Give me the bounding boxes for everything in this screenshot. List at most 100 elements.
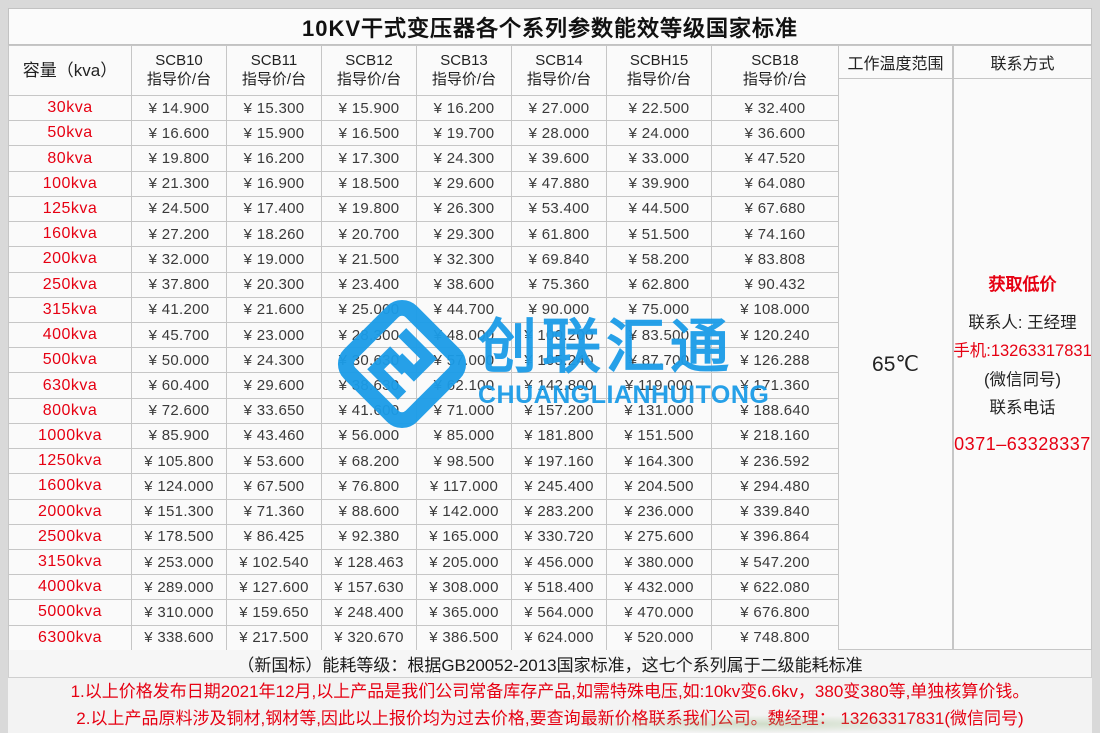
price-cell: ¥ 56.000 [321, 422, 417, 450]
capacity-cell: 1600kva [8, 473, 132, 500]
price-cell: ¥ 21.500 [321, 246, 417, 273]
contact-header: 联系方式 [953, 45, 1092, 79]
price-cell: ¥ 18.500 [321, 170, 417, 197]
price-cell: ¥ 188.640 [711, 397, 839, 424]
series-column-header-scbh15: SCBH15 指导价/台 [606, 45, 712, 96]
price-cell: ¥ 53.400 [511, 195, 607, 223]
price-cell: ¥ 518.400 [511, 574, 607, 601]
table-row: 500kva ¥ 50.000 ¥ 24.300 ¥ 30.630 ¥ 57.000 ¥ … [8, 347, 839, 374]
capacity-column-header: 容量（kva） [8, 45, 132, 96]
price-cell: ¥ 88.600 [321, 498, 417, 525]
price-cell: ¥ 39.900 [606, 170, 712, 197]
price-cell: ¥ 386.500 [416, 624, 512, 651]
table-row: 4000kva ¥ 289.000 ¥ 127.600 ¥ 157.630 ¥ 308.… [8, 574, 839, 601]
temperature-value: 65℃ [872, 352, 919, 376]
price-cell: ¥ 310.000 [131, 599, 227, 626]
price-cell: ¥ 29.600 [416, 170, 512, 197]
price-cell: ¥ 45.700 [131, 321, 227, 349]
table-row: 5000kva ¥ 310.000 ¥ 159.650 ¥ 248.400 ¥ 365.… [8, 599, 839, 626]
temperature-header: 工作温度范围 [838, 45, 953, 79]
price-cell: ¥ 30.630 [321, 347, 417, 374]
price-cell: ¥ 165.000 [416, 523, 512, 550]
price-cell: ¥ 60.400 [131, 372, 227, 399]
table-row: 315kva ¥ 41.200 ¥ 21.600 ¥ 25.000 ¥ 44.700 ¥ … [8, 296, 839, 323]
capacity-cell: 50kva [8, 120, 132, 147]
price-cell: ¥ 92.380 [321, 523, 417, 550]
price-cell: ¥ 62.100 [416, 372, 512, 399]
price-cell: ¥ 74.160 [711, 221, 839, 248]
price-cell: ¥ 102.540 [226, 548, 322, 576]
table-row: 200kva ¥ 32.000 ¥ 19.000 ¥ 21.500 ¥ 32.300 ¥ … [8, 246, 839, 273]
table-row: 630kva ¥ 60.400 ¥ 29.600 ¥ 38.630 ¥ 62.100 ¥ … [8, 372, 839, 399]
table-row: 800kva ¥ 72.600 ¥ 33.650 ¥ 41.600 ¥ 71.000 ¥ … [8, 397, 839, 424]
price-cell: ¥ 33.650 [226, 397, 322, 424]
table-row: 1600kva ¥ 124.000 ¥ 67.500 ¥ 76.800 ¥ 117.00… [8, 473, 839, 500]
capacity-cell: 800kva [8, 397, 132, 424]
price-cell: ¥ 50.000 [131, 347, 227, 374]
price-cell: ¥ 19.700 [416, 120, 512, 147]
price-cell: ¥ 76.800 [321, 473, 417, 500]
price-cell: ¥ 90.000 [511, 296, 607, 323]
price-cell: ¥ 29.300 [416, 221, 512, 248]
capacity-cell: 630kva [8, 372, 132, 399]
series-column-header-scb13: SCB13 指导价/台 [416, 45, 512, 96]
price-cell: ¥ 71.000 [416, 397, 512, 424]
price-cell: ¥ 520.000 [606, 624, 712, 651]
price-cell: ¥ 19.000 [226, 246, 322, 273]
price-cell: ¥ 20.300 [226, 271, 322, 298]
table-row: 6300kva ¥ 338.600 ¥ 217.500 ¥ 320.670 ¥ 386.… [8, 624, 839, 651]
table-row: 3150kva ¥ 253.000 ¥ 102.540 ¥ 128.463 ¥ 205.… [8, 548, 839, 576]
price-cell: ¥ 75.360 [511, 271, 607, 298]
price-cell: ¥ 36.600 [711, 120, 839, 147]
contact-body: 获取低价 联系人: 王经理 手机:13263317831 (微信同号) 联系电话… [953, 79, 1092, 650]
capacity-cell: 80kva [8, 145, 132, 172]
price-cell: ¥ 564.000 [511, 599, 607, 626]
price-cell: ¥ 547.200 [711, 548, 839, 576]
price-cell: ¥ 204.500 [606, 473, 712, 500]
price-cell: ¥ 86.425 [226, 523, 322, 550]
capacity-cell: 125kva [8, 195, 132, 223]
table-row: 400kva ¥ 45.700 ¥ 23.000 ¥ 28.300 ¥ 48.000 ¥ … [8, 321, 839, 349]
price-cell: ¥ 26.300 [416, 195, 512, 223]
price-cell: ¥ 218.160 [711, 422, 839, 450]
price-cell: ¥ 748.800 [711, 624, 839, 651]
capacity-cell: 400kva [8, 321, 132, 349]
price-cell: ¥ 157.200 [511, 397, 607, 424]
price-cell: ¥ 19.800 [321, 195, 417, 223]
price-cell: ¥ 62.800 [606, 271, 712, 298]
price-cell: ¥ 365.000 [416, 599, 512, 626]
price-cell: ¥ 294.480 [711, 473, 839, 500]
price-cell: ¥ 67.680 [711, 195, 839, 223]
price-cell: ¥ 308.000 [416, 574, 512, 601]
table-header-row: 容量（kva） SCB10 指导价/台 SCB11 指导价/台 SCB12 指导价/台 SC… [8, 45, 839, 96]
table-row: 30kva ¥ 14.900 ¥ 15.300 ¥ 15.900 ¥ 16.200 ¥ 2… [8, 94, 839, 122]
price-cell: ¥ 47.880 [511, 170, 607, 197]
price-cell: ¥ 142.800 [511, 372, 607, 399]
price-cell: ¥ 32.000 [131, 246, 227, 273]
price-cell: ¥ 320.670 [321, 624, 417, 651]
price-cell: ¥ 90.432 [711, 271, 839, 298]
price-cell: ¥ 105.800 [131, 448, 227, 475]
price-cell: ¥ 396.864 [711, 523, 839, 550]
temperature-body: 65℃ [838, 79, 953, 650]
price-cell: ¥ 16.200 [416, 94, 512, 122]
table-row: 2500kva ¥ 178.500 ¥ 86.425 ¥ 92.380 ¥ 165.00… [8, 523, 839, 550]
price-cell: ¥ 289.000 [131, 574, 227, 601]
capacity-cell: 3150kva [8, 548, 132, 576]
table-row: 160kva ¥ 27.200 ¥ 18.260 ¥ 20.700 ¥ 29.300 ¥ … [8, 221, 839, 248]
price-cell: ¥ 83.808 [711, 246, 839, 273]
price-cell: ¥ 64.080 [711, 170, 839, 197]
price-cell: ¥ 24.300 [416, 145, 512, 172]
price-cell: ¥ 253.000 [131, 548, 227, 576]
working-temperature-panel: 工作温度范围 65℃ [838, 45, 953, 650]
price-cell: ¥ 27.200 [131, 221, 227, 248]
price-cell: ¥ 236.000 [606, 498, 712, 525]
energy-standard-note: （新国标）能耗等级：根据GB20052-2013国家标准，这七个系列属于二级能耗… [8, 650, 1092, 678]
price-cell: ¥ 20.700 [321, 221, 417, 248]
price-cell: ¥ 338.600 [131, 624, 227, 651]
series-column-header-scb11: SCB11 指导价/台 [226, 45, 322, 96]
price-cell: ¥ 676.800 [711, 599, 839, 626]
price-cell: ¥ 51.500 [606, 221, 712, 248]
table-row: 250kva ¥ 37.800 ¥ 20.300 ¥ 23.400 ¥ 38.600 ¥ … [8, 271, 839, 298]
